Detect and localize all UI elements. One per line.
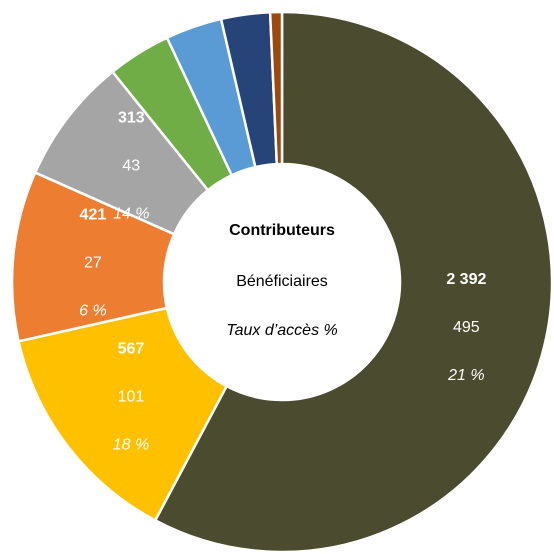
access-rate-label: 6 %	[79, 303, 107, 320]
center-label: Contributeurs	[229, 222, 335, 239]
center-label: Taux d’accès %	[226, 322, 337, 339]
beneficiaries-label: 495	[453, 319, 480, 336]
slice	[268, 10, 284, 166]
slice	[17, 306, 229, 523]
access-rate-label: 21 %	[447, 367, 484, 384]
value-label: 567	[118, 340, 145, 357]
beneficiaries-label: 43	[122, 157, 140, 174]
value-label: 313	[118, 109, 145, 126]
slice	[153, 10, 554, 554]
access-rate-label: 18 %	[113, 436, 149, 453]
beneficiaries-label: 27	[84, 255, 102, 272]
value-label: 421	[80, 207, 107, 224]
access-rate-label: 14 %	[113, 205, 149, 222]
value-label: 2 392	[446, 271, 486, 288]
beneficiaries-label: 101	[118, 388, 145, 405]
center-label: Bénéficiaires	[236, 273, 328, 290]
